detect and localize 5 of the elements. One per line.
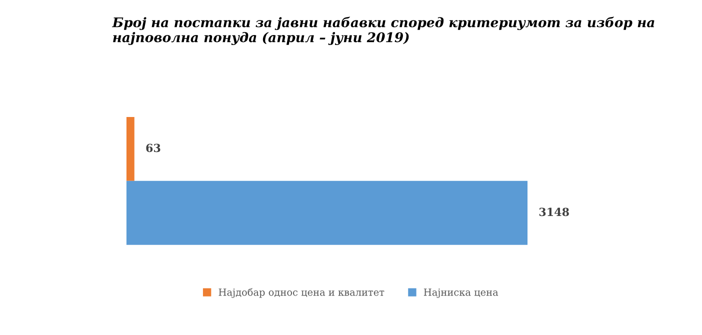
- data-label: 3148: [539, 208, 569, 216]
- chart-title: Број на постапки за јавни набавки според критериумот за избор на најповолна понуда (април – јуни 2019): [112, 16, 654, 46]
- legend-label: Најдобар однос цена и квалитет: [218, 288, 384, 298]
- legend-label: Најниска цена: [424, 288, 498, 298]
- data-label: 63: [146, 144, 160, 152]
